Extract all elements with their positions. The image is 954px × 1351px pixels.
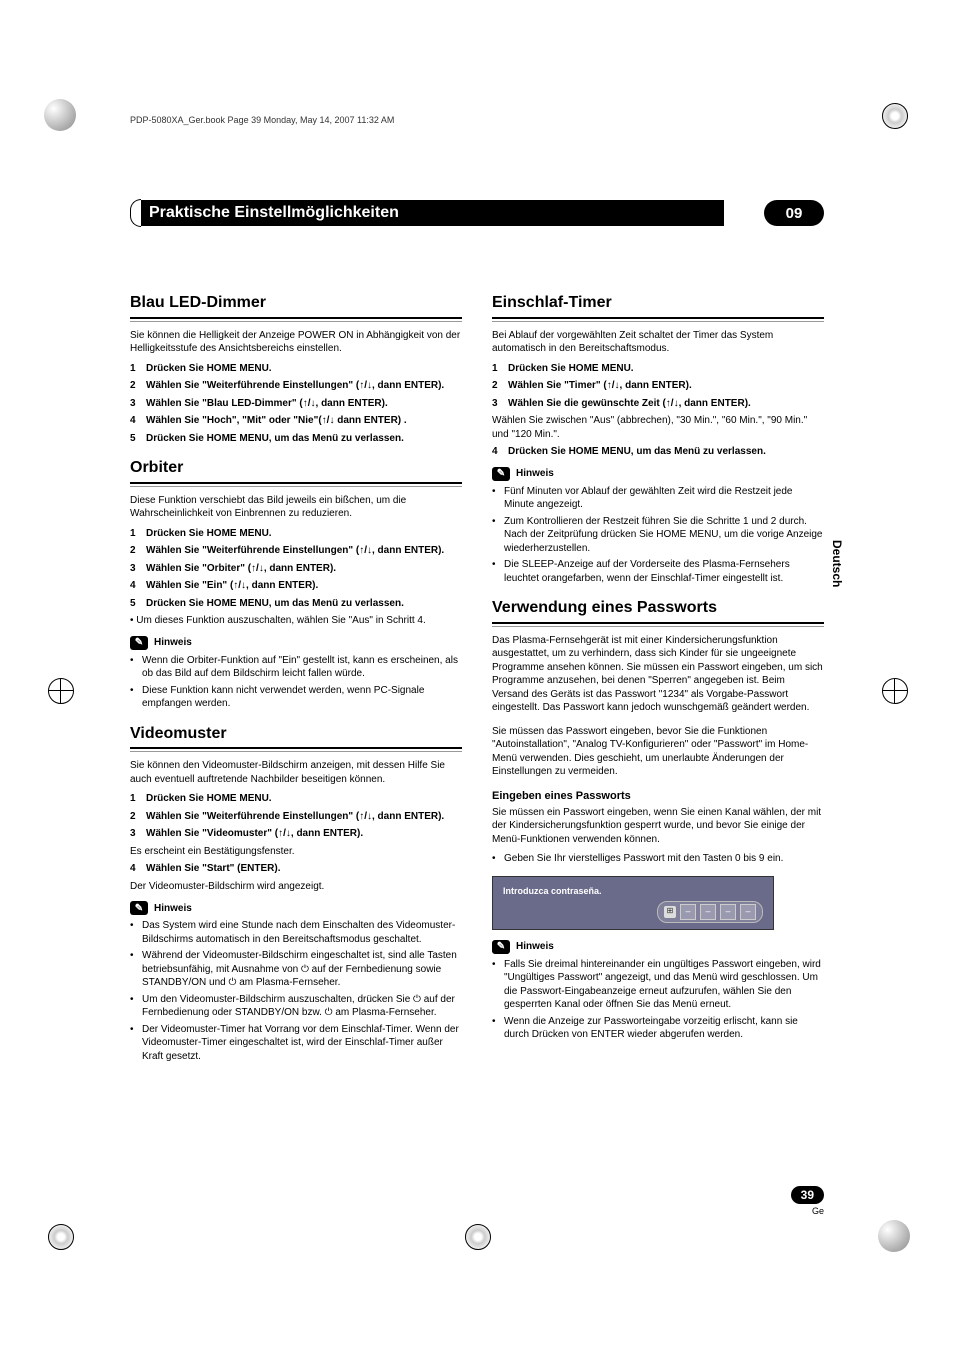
note-item: Falls Sie dreimal hintereinander ein ung… — [504, 958, 824, 1012]
note-item: Wenn die Anzeige zur Passworteingabe vor… — [504, 1015, 824, 1042]
step-note: Der Videomuster-Bildschirm wird angezeig… — [130, 880, 462, 894]
step-text: Wählen Sie die gewünschte Zeit (↑/↓, dan… — [508, 397, 824, 411]
note-list: Falls Sie dreimal hintereinander ein ung… — [492, 958, 824, 1042]
note-item: Während der Videomuster-Bildschirm einge… — [142, 949, 462, 990]
note-list: Wenn die Orbiter-Funktion auf "Ein" gest… — [130, 654, 462, 711]
steps-list: 1Drücken Sie HOME MENU. 2Wählen Sie "Wei… — [130, 362, 462, 446]
bullet-item: Geben Sie Ihr vierstelliges Passwort mit… — [504, 852, 783, 866]
step-text: Wählen Sie "Weiterführende Einstellungen… — [146, 810, 462, 824]
note-heading: ✎ Hinweis — [130, 636, 462, 650]
step-text: Wählen Sie "Blau LED-Dimmer" (↑/↓, dann … — [146, 397, 462, 411]
page-number: 39 — [791, 1186, 824, 1204]
password-slot: – — [680, 904, 696, 920]
note-list: Das System wird eine Stunde nach dem Ein… — [130, 919, 462, 1063]
step-note: Wählen Sie zwischen "Aus" (abbrechen), "… — [492, 414, 824, 441]
note-label: Hinweis — [516, 940, 554, 954]
intro-text: Sie müssen das Passwort eingeben, bevor … — [492, 725, 824, 779]
bullet-list: Geben Sie Ihr vierstelliges Passwort mit… — [492, 852, 824, 866]
step-text: Drücken Sie HOME MENU. — [146, 792, 462, 806]
password-slot: – — [740, 904, 756, 920]
step-text: Drücken Sie HOME MENU. — [508, 362, 824, 376]
language-tab: Deutsch — [830, 540, 844, 587]
steps-list: 4Drücken Sie HOME MENU, um das Menü zu v… — [492, 445, 824, 459]
step-text: Wählen Sie "Weiterführende Einstellungen… — [146, 379, 462, 393]
steps-list: 1Drücken Sie HOME MENU. 2Wählen Sie "Wei… — [130, 527, 462, 611]
steps-list: 4Wählen Sie "Start" (ENTER). — [130, 862, 462, 876]
step-text: Wählen Sie "Ein" (↑/↓, dann ENTER). — [146, 579, 462, 593]
note-item: Wenn die Orbiter-Funktion auf "Ein" gest… — [142, 654, 462, 681]
password-dialog: Introduzca contraseña. ⊞ – – – – — [492, 876, 774, 930]
crop-mark-icon — [40, 1216, 80, 1256]
note-icon: ✎ — [492, 467, 510, 481]
note-heading: ✎ Hinweis — [130, 901, 462, 915]
intro-text: Das Plasma-Fernsehgerät ist mit einer Ki… — [492, 634, 824, 715]
note-item: Der Videomuster-Timer hat Vorrang vor de… — [142, 1023, 462, 1064]
section-title-videomuster: Videomuster — [130, 723, 462, 750]
step-note: • Um dieses Funktion auszuschalten, wähl… — [130, 614, 462, 628]
crop-mark-icon — [874, 95, 914, 135]
step-text: Drücken Sie HOME MENU. — [146, 527, 462, 541]
step-note: Es erscheint ein Bestätigungsfenster. — [130, 845, 462, 859]
password-entry: ⊞ – – – – — [657, 901, 763, 923]
step-text: Wählen Sie "Weiterführende Einstellungen… — [146, 544, 462, 558]
crop-mark-icon — [874, 670, 914, 710]
section-title-einschlaf: Einschlaf-Timer — [492, 292, 824, 319]
note-label: Hinweis — [516, 467, 554, 481]
step-text: Drücken Sie HOME MENU, um das Menü zu ve… — [146, 432, 462, 446]
note-heading: ✎ Hinweis — [492, 940, 824, 954]
right-column: Einschlaf-Timer Bei Ablauf der vorgewähl… — [492, 280, 824, 1066]
step-text: Drücken Sie HOME MENU. — [146, 362, 462, 376]
note-label: Hinweis — [154, 636, 192, 650]
steps-list: 1Drücken Sie HOME MENU. 2Wählen Sie "Tim… — [492, 362, 824, 411]
section-title-passwort: Verwendung eines Passworts — [492, 597, 824, 624]
crop-mark-icon — [40, 670, 80, 710]
crop-mark-icon — [457, 1216, 497, 1256]
password-slot: – — [700, 904, 716, 920]
note-item: Diese Funktion kann nicht verwendet werd… — [142, 684, 462, 711]
left-column: Blau LED-Dimmer Sie können die Helligkei… — [130, 280, 462, 1066]
note-heading: ✎ Hinweis — [492, 467, 824, 481]
step-text: Wählen Sie "Videomuster" (↑/↓, dann ENTE… — [146, 827, 462, 841]
note-item: Die SLEEP-Anzeige auf der Vorderseite de… — [504, 558, 824, 585]
section-title-orbiter: Orbiter — [130, 457, 462, 484]
print-header: PDP-5080XA_Ger.book Page 39 Monday, May … — [130, 115, 394, 125]
note-item: Das System wird eine Stunde nach dem Ein… — [142, 919, 462, 946]
step-text: Wählen Sie "Start" (ENTER). — [146, 862, 462, 876]
page-footer: 39 Ge — [791, 1186, 824, 1216]
intro-text: Bei Ablauf der vorgewählten Zeit schalte… — [492, 329, 824, 356]
step-text: Wählen Sie "Orbiter" (↑/↓, dann ENTER). — [146, 562, 462, 576]
sub-heading: Eingeben eines Passworts — [492, 789, 824, 804]
crop-mark-icon — [874, 1216, 914, 1256]
note-item: Um den Videomuster-Bildschirm auszuschal… — [142, 993, 462, 1020]
steps-list: 1Drücken Sie HOME MENU. 2Wählen Sie "Wei… — [130, 792, 462, 841]
password-prompt: Introduzca contraseña. — [503, 885, 602, 897]
step-text: Drücken Sie HOME MENU, um das Menü zu ve… — [146, 597, 462, 611]
password-slot: – — [720, 904, 736, 920]
chapter-header: Praktische Einstellmöglichkeiten 09 — [130, 200, 824, 226]
step-text: Drücken Sie HOME MENU, um das Menü zu ve… — [508, 445, 824, 459]
note-icon: ✎ — [130, 636, 148, 650]
intro-text: Sie können die Helligkeit der Anzeige PO… — [130, 329, 462, 356]
keypad-icon: ⊞ — [664, 906, 676, 918]
note-item: Fünf Minuten vor Ablauf der gewählten Ze… — [504, 485, 824, 512]
note-item: Zum Kontrollieren der Restzeit führen Si… — [504, 515, 824, 556]
note-list: Fünf Minuten vor Ablauf der gewählten Ze… — [492, 485, 824, 586]
note-icon: ✎ — [130, 901, 148, 915]
step-text: Wählen Sie "Hoch", "Mit" oder "Nie"(↑/↓ … — [146, 414, 462, 428]
footer-lang: Ge — [791, 1206, 824, 1216]
chapter-title: Praktische Einstellmöglichkeiten — [141, 200, 724, 226]
section-title-blau-led: Blau LED-Dimmer — [130, 292, 462, 319]
chapter-number: 09 — [764, 200, 824, 226]
note-label: Hinweis — [154, 902, 192, 916]
intro-text: Sie müssen ein Passwort eingeben, wenn S… — [492, 806, 824, 847]
intro-text: Diese Funktion verschiebt das Bild jewei… — [130, 494, 462, 521]
intro-text: Sie können den Videomuster-Bildschirm an… — [130, 759, 462, 786]
note-icon: ✎ — [492, 940, 510, 954]
crop-mark-icon — [40, 95, 80, 135]
step-text: Wählen Sie "Timer" (↑/↓, dann ENTER). — [508, 379, 824, 393]
